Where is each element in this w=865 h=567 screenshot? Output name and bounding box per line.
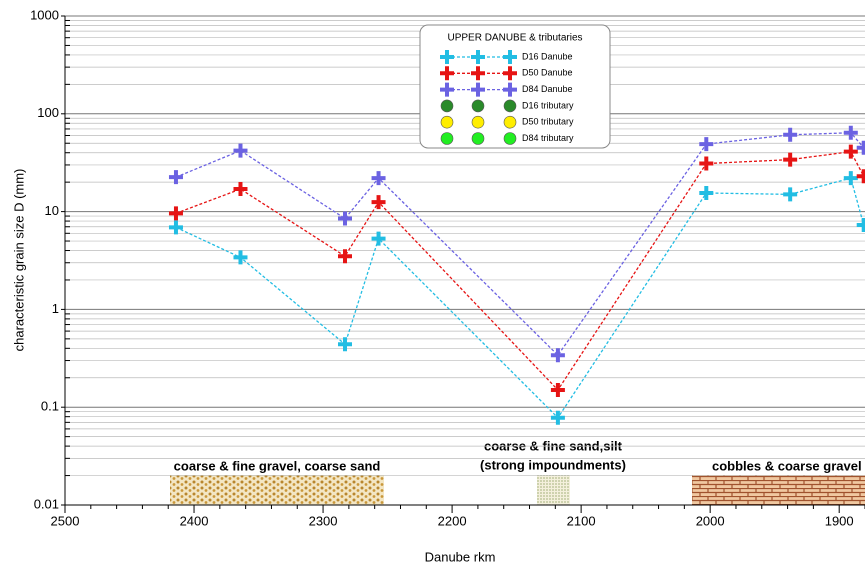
y-tick-label: 1 xyxy=(52,301,59,316)
series-line xyxy=(175,132,865,357)
legend-marker xyxy=(440,66,454,81)
legend-marker xyxy=(471,99,485,113)
data-point xyxy=(168,220,183,235)
sediment-cobbles xyxy=(692,475,865,505)
data-point xyxy=(550,348,565,363)
legend-label: D16 Danube xyxy=(522,51,573,61)
y-tick-label: 0.1 xyxy=(41,399,59,414)
data-point xyxy=(856,169,865,184)
legend-marker xyxy=(503,66,517,81)
data-point xyxy=(371,195,386,210)
x-tick-label: 2400 xyxy=(180,513,209,528)
data-point xyxy=(856,217,865,232)
data-point xyxy=(233,143,248,158)
data-point xyxy=(783,127,798,142)
annotation: coarse & fine gravel, coarse sand xyxy=(174,458,381,473)
y-axis-label: characteristic grain size D (mm) xyxy=(11,169,26,352)
data-point xyxy=(371,231,386,246)
legend-marker xyxy=(471,115,485,129)
legend-label: D16 tributary xyxy=(522,100,574,110)
legend-marker xyxy=(503,132,517,145)
legend-marker xyxy=(471,50,485,64)
data-point xyxy=(233,250,248,265)
data-point xyxy=(699,156,714,171)
sediment-sand xyxy=(537,475,570,505)
data-point xyxy=(338,211,352,226)
legend-marker xyxy=(503,50,517,64)
y-tick-label: 1000 xyxy=(30,7,59,22)
data-point xyxy=(783,187,798,202)
x-tick-label: 2100 xyxy=(567,513,596,528)
y-tick-label: 0.01 xyxy=(34,496,59,511)
data-point xyxy=(843,171,858,186)
data-point xyxy=(843,125,858,140)
data-point xyxy=(371,171,386,186)
x-tick-label: 2200 xyxy=(438,513,467,528)
legend-title: UPPER DANUBE & tributaries xyxy=(447,33,582,44)
legend-label: D50 tributary xyxy=(522,117,574,127)
legend-marker xyxy=(440,50,454,64)
data-point xyxy=(338,249,352,264)
legend-marker xyxy=(471,132,485,145)
annotation: cobbles & coarse gravel xyxy=(712,458,862,473)
x-axis-label: Danube rkm xyxy=(425,549,496,564)
legend-marker xyxy=(503,115,517,129)
data-point xyxy=(783,152,798,167)
legend-marker xyxy=(440,115,454,129)
x-tick-label: 1900 xyxy=(825,513,854,528)
legend-marker xyxy=(440,82,454,97)
data-point xyxy=(699,137,714,152)
plot xyxy=(168,125,865,425)
series-line xyxy=(175,150,865,392)
grid: 0.01 0.1 1 10 100 1000 2500 2400 2300 2200 2100 200… xyxy=(30,7,865,528)
legend-marker xyxy=(471,66,485,81)
data-point xyxy=(168,170,183,185)
data-point xyxy=(338,337,352,352)
data-point xyxy=(168,206,183,221)
legend-marker xyxy=(471,82,485,97)
legend-marker xyxy=(440,99,454,113)
legend-label: D84 Danube xyxy=(522,84,573,94)
legend-label: D50 Danube xyxy=(522,68,573,78)
legend-marker xyxy=(440,132,454,145)
data-point xyxy=(843,144,858,159)
legend-marker xyxy=(503,99,517,113)
x-tick-label: 2300 xyxy=(309,513,338,528)
legend-label: D84 tributary xyxy=(522,133,574,143)
y-tick-label: 100 xyxy=(37,105,59,120)
data-point xyxy=(699,185,714,200)
x-tick-label: 2000 xyxy=(696,513,725,528)
x-tick-label: 2500 xyxy=(51,513,80,528)
annotation: (strong impoundments) xyxy=(480,457,626,472)
legend-box xyxy=(419,24,611,149)
data-point xyxy=(233,182,248,197)
y-tick-label: 10 xyxy=(45,203,59,218)
data-point xyxy=(550,410,565,425)
sediment-gravel xyxy=(170,475,384,505)
legend-marker xyxy=(503,82,517,97)
series-line xyxy=(175,177,865,419)
legend: UPPER DANUBE & tributaries D16 Danube D50… xyxy=(419,24,611,149)
data-point xyxy=(550,382,565,397)
data-point xyxy=(856,140,865,155)
